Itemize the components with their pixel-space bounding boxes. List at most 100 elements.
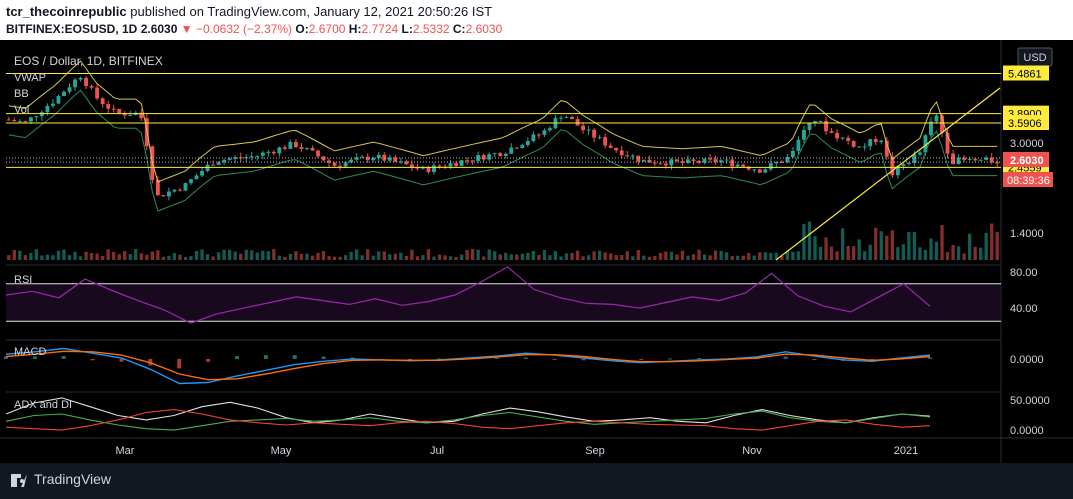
di-plus-line bbox=[5, 410, 931, 431]
volume-bar bbox=[708, 255, 712, 260]
x-label-mar: Mar bbox=[116, 445, 135, 457]
volume-bar bbox=[261, 250, 265, 260]
volume-bar bbox=[802, 223, 806, 260]
candle-body bbox=[934, 115, 939, 122]
candle-body bbox=[570, 117, 574, 120]
macd-label[interactable]: MACD bbox=[14, 346, 46, 358]
volume-bar bbox=[161, 256, 166, 260]
rsi-line bbox=[5, 266, 931, 324]
candle-body bbox=[128, 115, 133, 117]
volume-bar bbox=[399, 252, 403, 260]
volume-bar bbox=[134, 249, 138, 260]
volume-bar bbox=[476, 249, 480, 260]
volume-bar bbox=[12, 249, 16, 260]
candle-body bbox=[6, 119, 11, 121]
volume-bar bbox=[752, 255, 756, 260]
volume-bar bbox=[123, 251, 127, 260]
last-price-value: 2.6030 bbox=[140, 22, 178, 36]
candle-body bbox=[713, 159, 718, 163]
last-price-tag bbox=[1003, 152, 1049, 167]
volume-bar bbox=[537, 254, 541, 260]
candle-body bbox=[487, 154, 492, 160]
volume-bar bbox=[951, 245, 955, 260]
candle-body bbox=[28, 117, 33, 122]
candle-body bbox=[807, 122, 812, 131]
volume-bar bbox=[95, 253, 99, 260]
volume-bar bbox=[973, 246, 977, 260]
volume-bar bbox=[150, 251, 154, 260]
candle-body bbox=[321, 156, 326, 161]
macd-histogram-bar bbox=[581, 358, 586, 361]
volume-bar bbox=[995, 231, 999, 260]
candle-body bbox=[100, 98, 105, 105]
trend-line[interactable] bbox=[775, 87, 1001, 261]
candle-body bbox=[763, 169, 768, 173]
candle-body bbox=[343, 162, 348, 167]
volume-bar bbox=[874, 227, 878, 260]
candle-body bbox=[155, 179, 160, 196]
macd-line bbox=[5, 347, 931, 385]
macd-histogram-bar bbox=[668, 358, 673, 360]
candle-body bbox=[409, 164, 414, 168]
candle-body bbox=[741, 164, 746, 167]
bb-label[interactable]: BB bbox=[14, 88, 29, 100]
candle-body bbox=[183, 183, 188, 191]
volume-bar bbox=[393, 253, 397, 260]
candle-body bbox=[724, 159, 729, 161]
bb-upper-band bbox=[8, 60, 998, 183]
candle-body bbox=[17, 121, 22, 123]
macd-histogram-bar bbox=[494, 357, 499, 359]
candle-body bbox=[536, 134, 541, 136]
volume-bar bbox=[327, 256, 331, 260]
vol-label[interactable]: Vol bbox=[14, 104, 29, 116]
di-minus-line bbox=[5, 409, 931, 431]
candle-body bbox=[84, 77, 89, 87]
candle-body bbox=[266, 151, 271, 153]
candle-body bbox=[178, 189, 182, 191]
candle-body bbox=[189, 179, 193, 184]
volume-bar bbox=[631, 256, 635, 260]
candle-body bbox=[796, 139, 801, 151]
candle-body bbox=[454, 163, 458, 166]
publish-info: tcr_thecoinrepublic published on Trading… bbox=[6, 4, 492, 19]
candle-body bbox=[271, 151, 276, 154]
volume-bar bbox=[879, 231, 883, 260]
tradingview-logo-icon[interactable] bbox=[10, 471, 28, 489]
rsi-label[interactable]: RSI bbox=[14, 274, 32, 286]
author-name[interactable]: tcr_thecoinrepublic bbox=[6, 4, 127, 19]
volume-bar bbox=[283, 256, 287, 260]
volume-bar bbox=[979, 247, 983, 260]
volume-bar bbox=[956, 246, 961, 260]
adx-label[interactable]: ADX and DI bbox=[14, 399, 72, 411]
candle-body bbox=[531, 134, 536, 142]
volume-bar bbox=[807, 221, 812, 260]
chart-canvas[interactable]: EOS / Dollar, 1D, BITFINEX VWAP BB Vol U… bbox=[0, 40, 1073, 463]
volume-bar bbox=[504, 252, 508, 260]
volume-bar bbox=[896, 247, 900, 260]
candle-body bbox=[376, 154, 381, 159]
volume-bar bbox=[67, 255, 72, 260]
volume-bar bbox=[443, 255, 447, 260]
volume-bar bbox=[984, 232, 988, 260]
volume-bar bbox=[846, 245, 850, 260]
volume-bar bbox=[724, 252, 729, 260]
volume-bar bbox=[531, 251, 536, 260]
volume-bar bbox=[818, 246, 823, 260]
candle-body bbox=[39, 112, 44, 117]
volume-bar bbox=[250, 250, 254, 260]
symbol-info: BITFINEX:EOSUSD, 1D 2.6030 ▼ −0.0632 (−2… bbox=[6, 22, 502, 36]
candle-body bbox=[824, 120, 828, 132]
macd-histogram-bar bbox=[292, 355, 297, 359]
macd-histogram-bar bbox=[928, 357, 932, 359]
vwap-label[interactable]: VWAP bbox=[14, 72, 46, 84]
candle-body bbox=[962, 157, 967, 160]
rsi-tick-40: 40.00 bbox=[1010, 303, 1038, 315]
candle-body bbox=[945, 132, 950, 154]
candle-body bbox=[669, 159, 674, 166]
volume-bar bbox=[526, 252, 530, 260]
volume-bar bbox=[918, 247, 922, 260]
candle-body bbox=[603, 137, 608, 146]
volume-bar bbox=[78, 256, 83, 260]
volume-bar bbox=[29, 253, 33, 260]
tradingview-brand[interactable]: TradingView bbox=[34, 471, 112, 487]
